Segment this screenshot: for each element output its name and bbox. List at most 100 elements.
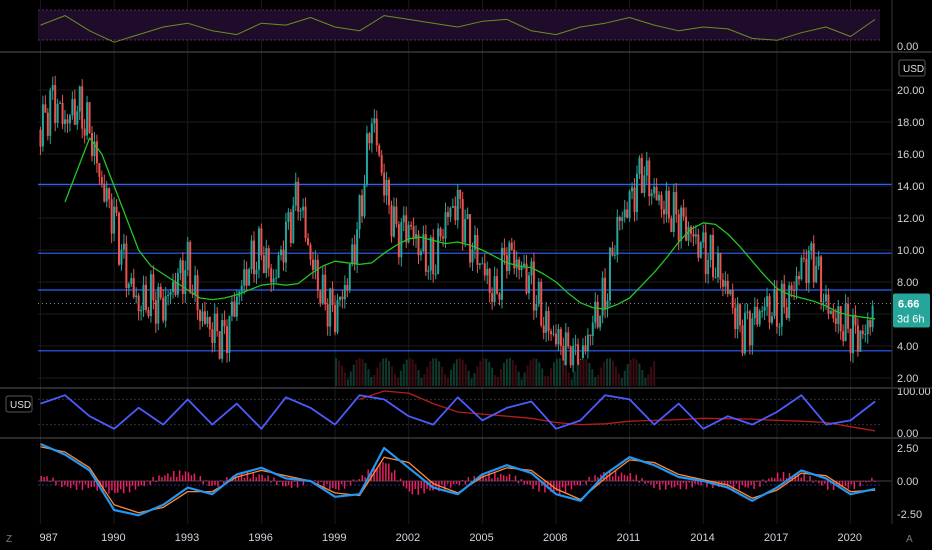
price-candle-body — [319, 290, 322, 304]
price-candle-body — [675, 192, 678, 215]
macd-histogram-bar — [214, 481, 216, 485]
macd-histogram-bar — [555, 481, 558, 491]
macd-histogram-bar — [794, 475, 797, 481]
macd-histogram-bar — [270, 481, 272, 483]
price-candle-body — [211, 329, 214, 343]
price-candle-body — [64, 119, 67, 125]
time-tick-label: 2011 — [617, 532, 641, 544]
macd-histogram-bar — [670, 481, 673, 488]
price-candle-body — [554, 333, 557, 345]
macd-histogram-bar — [747, 481, 749, 488]
price-candle-body — [81, 86, 84, 129]
price-candle-body — [459, 190, 462, 199]
volume-bar — [488, 361, 491, 386]
time-tick-label: 1996 — [248, 532, 272, 544]
price-candle-body — [829, 310, 832, 314]
macd-histogram-bar — [682, 481, 685, 484]
price-candle-body — [557, 328, 560, 345]
macd-histogram-bar — [673, 481, 676, 488]
time-axis[interactable]: 987 1990 1993 1996 1999 2002 2005 2008 2011 2014 2… — [39, 532, 862, 544]
macd-histogram-bar — [167, 473, 169, 481]
price-candle-body — [515, 259, 518, 269]
zoom-icon[interactable]: Z — [6, 534, 12, 545]
price-candle-body — [118, 212, 121, 265]
price-candle-body — [486, 268, 489, 276]
macd-histogram-bar — [114, 481, 116, 494]
price-candle-body — [783, 283, 786, 308]
volume-bar — [614, 366, 617, 386]
macd-histogram-bar — [49, 481, 51, 482]
price-candle-body — [49, 90, 52, 136]
macd-histogram-bar — [550, 481, 552, 492]
macd-histogram-bar — [762, 479, 764, 481]
price-candle-body — [608, 247, 611, 301]
macd-histogram-bar — [423, 481, 425, 494]
macd-histogram-bar — [237, 475, 240, 481]
macd-histogram-bar — [741, 481, 744, 486]
price-candle-body — [851, 314, 854, 354]
macd-histogram-bar — [361, 475, 364, 481]
macd-histogram-bar — [635, 474, 638, 481]
volume-bar — [494, 375, 497, 386]
volume-bar — [641, 369, 644, 386]
macd-histogram-bar — [417, 481, 420, 495]
macd-histogram-bar — [170, 476, 172, 481]
macd-histogram-bar — [217, 481, 219, 487]
macd-histogram-bar — [844, 481, 847, 486]
stochastic-pane[interactable] — [38, 390, 880, 432]
macd-histogram-bar — [64, 481, 66, 486]
price-candle-body — [807, 250, 810, 284]
price-candle-body — [226, 326, 229, 353]
macd-histogram-bar — [249, 478, 252, 481]
currency-button[interactable]: USD — [898, 59, 926, 77]
volume-bar — [476, 366, 479, 386]
volume-bar — [367, 369, 370, 386]
macd-histogram-bar — [499, 473, 502, 481]
price-candle-body — [307, 238, 310, 245]
macd-pane[interactable] — [38, 442, 880, 517]
price-candle-body — [687, 226, 690, 241]
macd-histogram-bar — [190, 475, 193, 481]
price-candle-body — [613, 254, 616, 256]
price-candle-body — [564, 332, 567, 366]
volume-bar — [617, 373, 620, 386]
price-candle-body — [329, 288, 332, 327]
macd-histogram-bar — [841, 481, 844, 487]
price-candle-body — [540, 281, 543, 326]
macd-histogram-bar — [523, 481, 526, 485]
stochastic-currency-button[interactable]: USD — [5, 395, 33, 413]
price-candle-body — [454, 205, 457, 221]
volume-bar — [417, 370, 420, 386]
macd-histogram-bar — [320, 481, 322, 482]
volume-bar — [579, 360, 582, 386]
macd-histogram-bar — [420, 481, 422, 489]
price-candle-body — [260, 228, 263, 256]
macd-histogram-bar — [826, 481, 829, 490]
price-candle-body — [604, 277, 607, 309]
volume-bar — [585, 359, 588, 386]
price-pane[interactable] — [38, 75, 892, 386]
price-candle-body — [294, 181, 297, 206]
macd-histogram-bar — [617, 476, 620, 481]
volatility-pane[interactable] — [38, 9, 880, 43]
volume-bar — [479, 360, 482, 386]
macd-histogram-bar — [414, 481, 417, 489]
price-candle-body — [206, 317, 209, 324]
price-candle-body — [405, 215, 408, 243]
volume-bar — [608, 358, 611, 386]
volume-bar — [499, 369, 502, 386]
price-candle-body — [530, 261, 533, 276]
macd-histogram-bar — [756, 481, 758, 482]
price-candle-body — [461, 198, 464, 243]
price-candle-body — [746, 311, 749, 313]
auto-scale-icon[interactable]: A — [906, 534, 913, 545]
price-candle-body — [547, 311, 550, 332]
price-candle-body — [496, 276, 499, 294]
price-axis[interactable]: 0.00 20.00 18.00 16.00 14.00 12.00 10.00 8.00 6.… — [893, 41, 931, 521]
price-candle-body — [510, 242, 513, 250]
price-candle-body — [54, 85, 57, 123]
macd-histogram-bar — [155, 481, 157, 482]
macd-histogram-bar — [803, 473, 805, 481]
price-candle-body — [788, 285, 791, 319]
